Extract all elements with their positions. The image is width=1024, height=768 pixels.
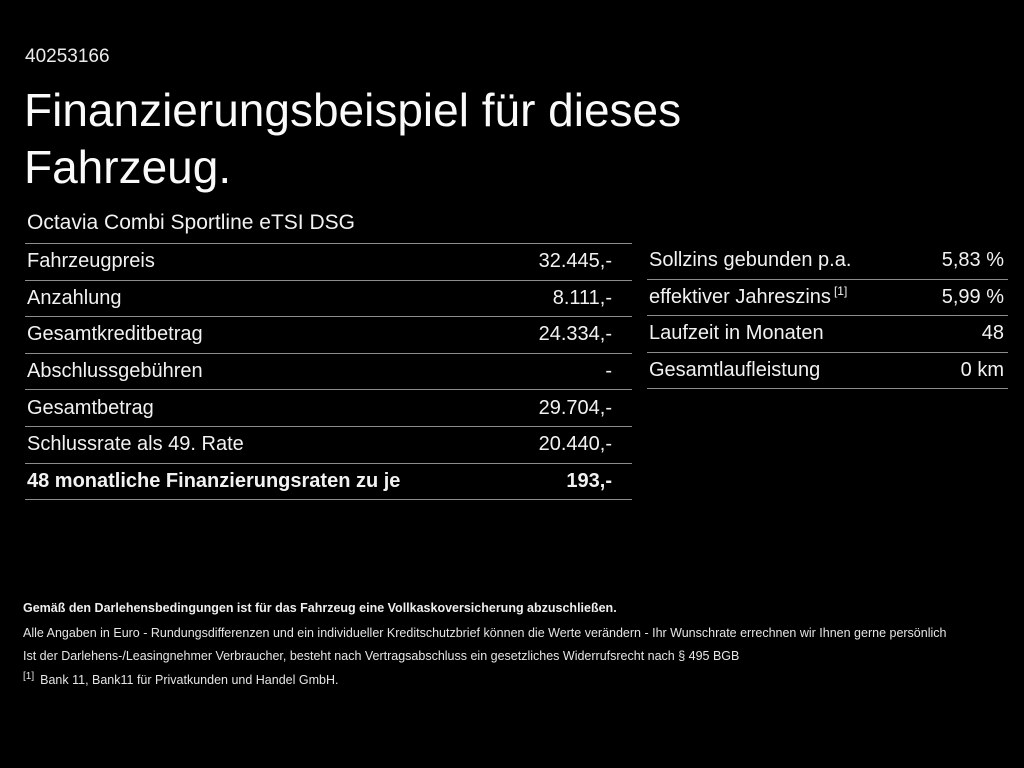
- footnote-marker: [1]: [833, 284, 848, 299]
- row-value: 24.334,-: [538, 323, 612, 346]
- row-label: Fahrzeugpreis: [27, 250, 155, 273]
- table-row-sollzins: Sollzins gebunden p.a. 5,83 %: [647, 243, 1008, 280]
- row-value: 193,-: [566, 469, 612, 492]
- table-row-effektiver-jahreszins: effektiver Jahreszins [1] 5,99 %: [647, 280, 1008, 317]
- table-row-monatsrate: 48 monatliche Finanzierungsraten zu je 1…: [25, 464, 632, 501]
- row-value: 0 km: [960, 359, 1004, 382]
- vehicle-name: Octavia Combi Sportline eTSI DSG: [27, 211, 355, 234]
- financing-table-left: Fahrzeugpreis 32.445,- Anzahlung 8.111,-…: [25, 243, 632, 501]
- row-value: 32.445,-: [538, 250, 612, 273]
- row-label: Gesamtkreditbetrag: [27, 323, 203, 346]
- row-label: Schlussrate als 49. Rate: [27, 433, 244, 456]
- footnote-text: Bank 11, Bank11 für Privatkunden und Han…: [40, 673, 339, 688]
- row-label: Gesamtbetrag: [27, 396, 154, 419]
- row-value: 48: [981, 322, 1004, 345]
- table-row-schlussrate: Schlussrate als 49. Rate 20.440,-: [25, 427, 632, 464]
- document-id: 40253166: [25, 46, 110, 67]
- insurance-note: Gemäß den Darlehensbedingungen ist für d…: [23, 601, 617, 615]
- page-title-line1: Finanzierungsbeispiel für dieses: [24, 84, 682, 136]
- table-row-fahrzeugpreis: Fahrzeugpreis 32.445,-: [25, 244, 632, 281]
- row-value: -: [605, 360, 612, 383]
- table-row-gesamtkreditbetrag: Gesamtkreditbetrag 24.334,-: [25, 317, 632, 354]
- row-label: Sollzins gebunden p.a.: [649, 249, 852, 272]
- row-value: 5,83 %: [941, 249, 1004, 272]
- table-row-abschlussgebuehren: Abschlussgebühren -: [25, 354, 632, 391]
- page-title-line2: Fahrzeug.: [24, 141, 232, 193]
- table-row-anzahlung: Anzahlung 8.111,-: [25, 281, 632, 318]
- table-row-laufzeit: Laufzeit in Monaten 48: [647, 316, 1008, 353]
- row-value: 29.704,-: [538, 396, 612, 419]
- financing-table-right: Sollzins gebunden p.a. 5,83 % effektiver…: [647, 243, 1008, 390]
- footnote-marker: [1]: [23, 671, 35, 682]
- disclaimer-line2: Ist der Darlehens-/Leasingnehmer Verbrau…: [23, 649, 740, 663]
- disclaimer-line1: Alle Angaben in Euro - Rundungsdifferenz…: [23, 626, 947, 640]
- row-label: Abschlussgebühren: [27, 360, 203, 383]
- row-label: Anzahlung: [27, 286, 122, 309]
- row-label: effektiver Jahreszins [1]: [647, 284, 848, 309]
- row-value: 8.111,-: [552, 286, 612, 309]
- row-value: 5,99 %: [941, 285, 1004, 308]
- row-label: Gesamtlaufleistung: [649, 359, 821, 382]
- bank-footnote: [1] Bank 11, Bank11 für Privatkunden und …: [23, 671, 993, 687]
- row-label: 48 monatliche Finanzierungsraten zu je: [27, 469, 401, 492]
- row-label: Laufzeit in Monaten: [649, 322, 824, 345]
- row-label-text: effektiver Jahreszins: [649, 285, 831, 308]
- page-title: Finanzierungsbeispiel für dieses Fahrzeu…: [24, 82, 681, 196]
- table-row-gesamtlaufleistung: Gesamtlaufleistung 0 km: [647, 353, 1008, 390]
- table-row-gesamtbetrag: Gesamtbetrag 29.704,-: [25, 390, 632, 427]
- row-value: 20.440,-: [538, 433, 612, 456]
